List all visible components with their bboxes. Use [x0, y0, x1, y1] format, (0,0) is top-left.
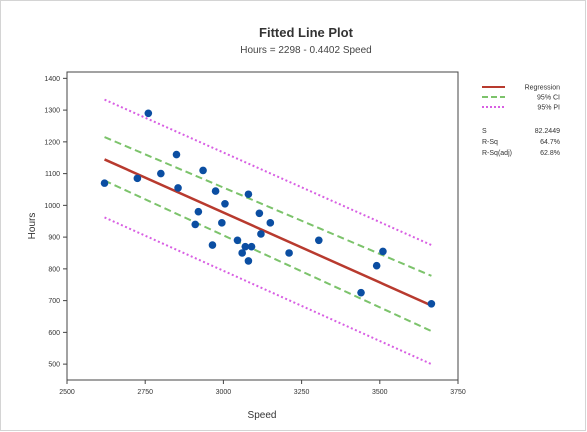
data-point — [144, 109, 153, 118]
y-tick-label: 1300 — [44, 108, 60, 115]
chart-subtitle: Hours = 2298 - 0.4402 Speed — [240, 45, 371, 56]
ci-upper-line — [104, 136, 432, 277]
y-tick-label: 1200 — [44, 139, 60, 146]
data-point — [233, 236, 242, 245]
data-point — [241, 242, 250, 251]
y-tick-label: 900 — [48, 235, 60, 242]
data-point — [100, 179, 109, 187]
stat-label: R-Sq — [482, 139, 498, 146]
y-tick-label: 1400 — [44, 76, 60, 83]
x-tick-label: 3000 — [216, 389, 232, 396]
data-point — [157, 169, 165, 178]
data-point — [211, 187, 220, 195]
stat-value: 62.8% — [540, 150, 560, 157]
stats-box: S 82.2449 R-Sq 64.7% R-Sq(adj) 62.8% — [482, 128, 560, 157]
legend-label: 95% CI — [537, 95, 560, 102]
data-point — [266, 219, 275, 227]
ci-lower-line — [104, 179, 432, 333]
data-points — [100, 109, 436, 308]
stat-label: R-Sq(adj) — [482, 150, 512, 157]
data-point — [244, 190, 253, 199]
data-point — [133, 174, 142, 183]
fit-lines — [104, 98, 432, 366]
x-tick-label: 3750 — [450, 389, 466, 396]
x-tick-label: 2500 — [59, 389, 75, 396]
data-point — [244, 257, 253, 265]
y-axis-label: Hours — [27, 213, 38, 240]
y-tick-label: 600 — [48, 330, 60, 337]
legend: Regression 95% CI 95% PI — [482, 85, 560, 112]
data-point — [191, 220, 200, 229]
data-point — [172, 150, 181, 159]
x-axis-label: Speed — [248, 410, 277, 421]
y-tick-label: 500 — [48, 362, 60, 369]
data-point — [315, 236, 323, 245]
stat-value: 64.7% — [540, 139, 560, 146]
data-point — [357, 288, 365, 297]
y-tick-label: 700 — [48, 298, 60, 305]
data-point — [285, 249, 293, 257]
pi-lower-line — [104, 216, 432, 366]
data-point — [199, 166, 207, 175]
data-point — [257, 230, 265, 238]
y-axis: 500 600 700 800 900 1000 1100 1200 1300 1400 — [44, 76, 67, 369]
data-point — [247, 242, 256, 251]
pi-upper-line — [104, 98, 432, 246]
data-point — [218, 219, 226, 227]
data-point — [194, 207, 203, 216]
x-tick-label: 3250 — [294, 389, 310, 396]
data-point — [372, 261, 381, 270]
x-tick-label: 3500 — [372, 389, 388, 396]
legend-label: 95% PI — [537, 105, 560, 112]
data-point — [238, 249, 246, 257]
y-tick-label: 1100 — [45, 171, 60, 178]
stat-label: S — [482, 128, 487, 135]
y-tick-label: 800 — [48, 266, 60, 273]
stat-value: 82.2449 — [535, 128, 560, 135]
x-axis: 2500 2750 3000 3250 3500 3750 — [59, 380, 466, 396]
data-point — [221, 199, 229, 208]
data-point — [255, 209, 264, 218]
regression-line — [104, 158, 432, 307]
data-point — [208, 241, 217, 249]
data-point — [174, 184, 182, 192]
x-tick-label: 2750 — [137, 389, 153, 396]
data-point — [427, 299, 436, 308]
legend-label: Regression — [525, 85, 561, 92]
y-tick-label: 1000 — [44, 203, 60, 210]
chart-title: Fitted Line Plot — [259, 25, 354, 40]
data-point — [379, 247, 387, 256]
plot-area — [66, 71, 459, 381]
